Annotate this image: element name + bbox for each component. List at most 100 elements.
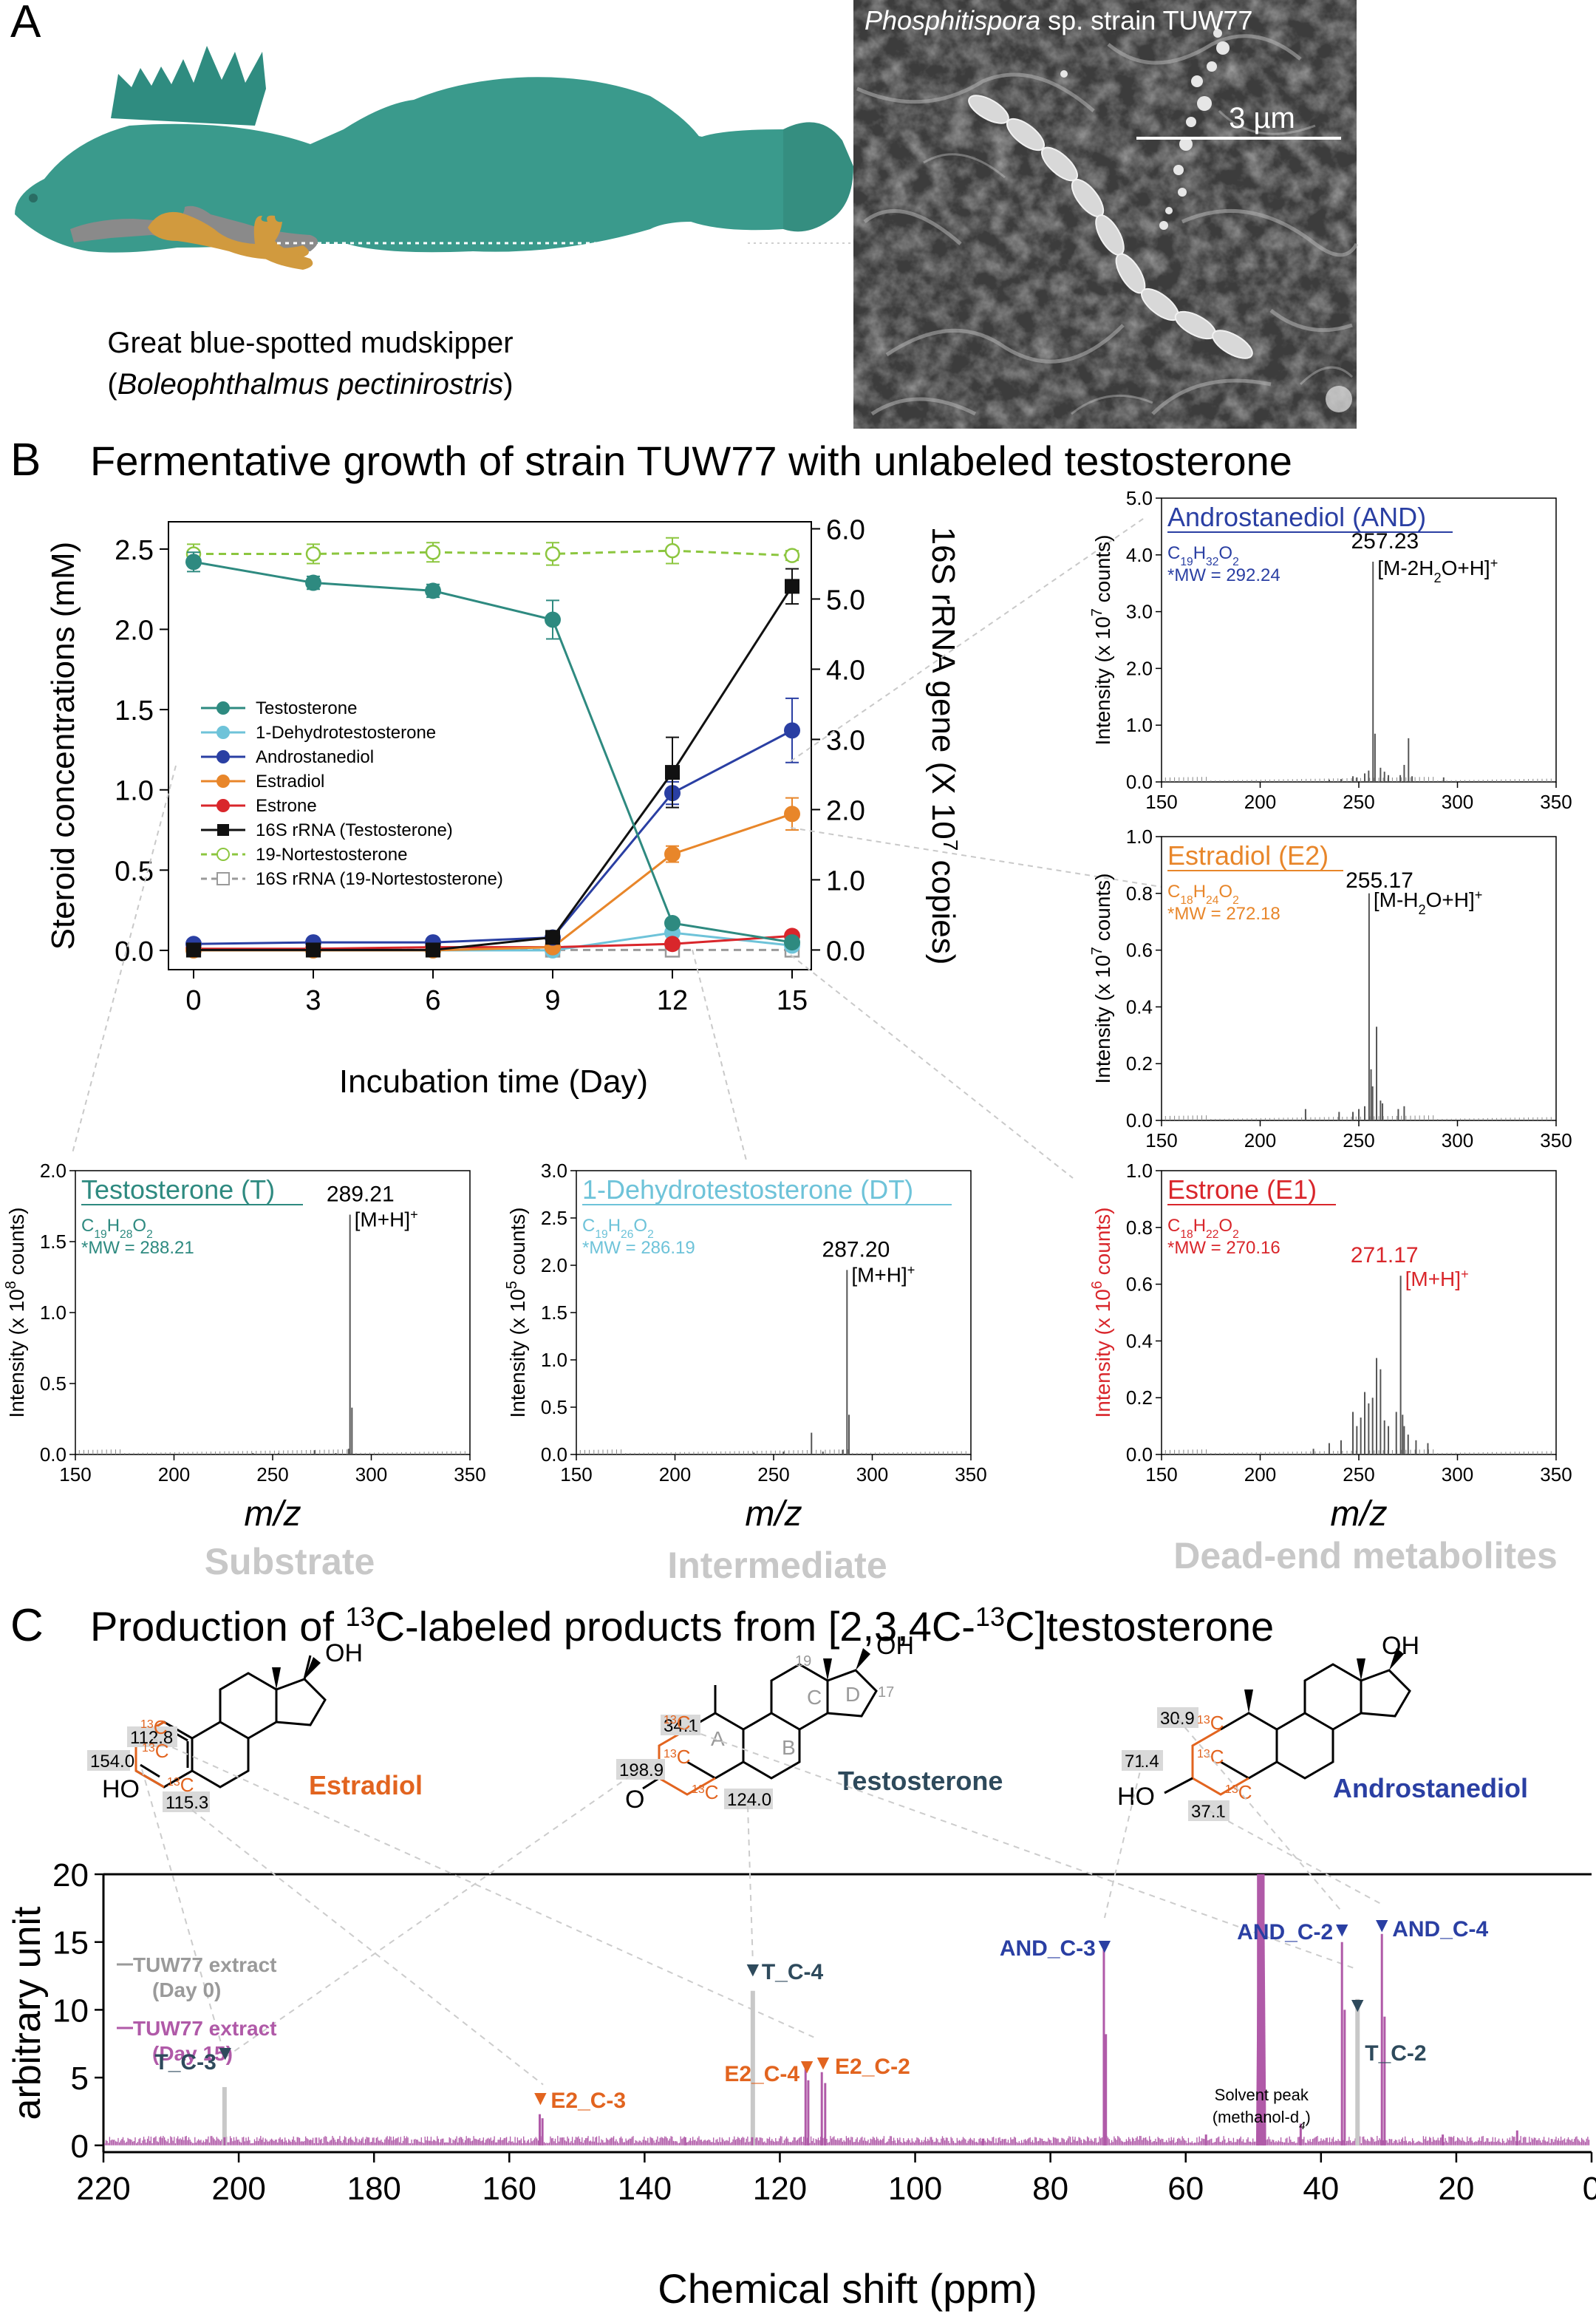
ms-x-tick-label: 350 <box>1540 1129 1572 1151</box>
nmr-peak-day0 <box>222 2086 227 2145</box>
e2-oh: OH <box>325 1639 363 1667</box>
e2-c4-shift: 115.3 <box>166 1793 208 1813</box>
t-ring-c: C <box>807 1686 822 1709</box>
data-point <box>425 545 441 560</box>
data-point <box>665 765 680 780</box>
panel-c-title: Production of 13C-labeled products from … <box>90 1602 1274 1650</box>
ms-ion-label: [M+H]+ <box>355 1208 418 1231</box>
legend-label: 19-Nortestosterone <box>256 845 407 865</box>
t-oh: OH <box>876 1632 914 1660</box>
ms-x-tick-label: 250 <box>1343 1463 1374 1486</box>
ms-noise <box>78 1449 466 1454</box>
ms-y-axis-label: Intensity (x 108 counts) <box>3 1207 28 1418</box>
connector-line <box>225 1769 641 2058</box>
legend-label: Androstanediol <box>256 747 374 767</box>
ms-y-tick-label: 0.2 <box>1126 1386 1153 1409</box>
ms-x-axis-label: m/z <box>1330 1494 1387 1534</box>
nmr-legend: TUW77 extract(Day 0)TUW77 extract(Day 15… <box>117 1953 277 2065</box>
t-c17: 17 <box>878 1684 894 1701</box>
growth-legend: Testosterone 1-Dehydrotestosterone Androst… <box>201 698 503 889</box>
nmr-x-tick-label: 40 <box>1303 2171 1339 2207</box>
ms-noise <box>1164 777 1552 782</box>
ms-title: 1-Dehydrotestosterone (DT) <box>582 1174 913 1205</box>
legend-sub-day15: (Day 15) <box>152 2042 233 2065</box>
ms-formula: C19H32O2 <box>1167 543 1239 568</box>
structure-androstanediol <box>1220 1663 1411 1780</box>
ms-x-tick-label: 200 <box>1244 1129 1276 1151</box>
c13-atom-label: 13C <box>1225 1781 1252 1803</box>
ms-y-tick-label: 1.5 <box>541 1301 567 1324</box>
y2-tick-label: 3.0 <box>826 725 865 756</box>
nmr-x-tick-label: 60 <box>1167 2171 1204 2207</box>
legend-sub-day0: (Day 0) <box>152 1978 221 2001</box>
ms-x-tick-label: 250 <box>1343 791 1374 813</box>
data-point <box>784 934 800 951</box>
e2-c4-box <box>163 1791 210 1812</box>
t-c19: 19 <box>795 1653 811 1670</box>
mudskipper-illustration <box>15 46 853 270</box>
solvent-label-2: (methanol-d4) <box>1213 2108 1311 2132</box>
ms-x-axis-label: m/z <box>244 1494 301 1534</box>
c13-atom-label: 13C <box>664 1746 691 1768</box>
t-name: Testosterone <box>838 1766 1003 1796</box>
ms-y-tick-label: 2.0 <box>40 1160 66 1182</box>
methyl-wedge-t <box>823 1658 832 1681</box>
annotation-marker: ▼ <box>797 2055 817 2078</box>
ms-y-tick-label: 0.0 <box>40 1443 66 1466</box>
nmr-annotations: ▼T_C-3▼T_C-4▼T_C-2▼ E2_C-3▼E2_C-4 ▼ E2_C-2▼… <box>154 1913 1488 2132</box>
connector-line <box>1103 1761 1143 1919</box>
fish-caption: Great blue-spotted mudskipper <box>107 327 513 359</box>
nmr-x-tick-label: 20 <box>1438 2171 1474 2207</box>
annotation-marker: ▼ <box>531 2086 551 2109</box>
data-point <box>545 546 561 562</box>
nmr-x-tick-label: 0 <box>1583 2171 1596 2207</box>
data-point <box>784 548 800 563</box>
ms-y-tick-label: 2.5 <box>541 1207 567 1229</box>
t-o: O <box>625 1786 644 1814</box>
e2-ho: HO <box>102 1775 140 1803</box>
ms-y-tick-label: 0.6 <box>1126 939 1153 962</box>
label-intermediate: Intermediate <box>667 1545 887 1586</box>
c13-atom-label: 13C <box>692 1781 719 1803</box>
nmr-x-tick-label: 80 <box>1032 2171 1068 2207</box>
panel-b: B Fermentative growth of strain TUW77 wi… <box>3 435 1572 1586</box>
ms-y-tick-label: 0.8 <box>1126 882 1153 905</box>
label-dead-end: Dead-end metabolites <box>1173 1535 1558 1576</box>
ms-x-tick-label: 300 <box>1442 1463 1473 1486</box>
annotation-marker: ▼ <box>743 1958 763 1981</box>
ms-x-tick-label: 200 <box>158 1463 190 1486</box>
and-c3-shift: 71.4 <box>1125 1752 1159 1772</box>
legend-label-day0: TUW77 extract <box>133 1953 277 1976</box>
c13-atom-label: 13C <box>142 1740 169 1762</box>
and-c4-shift: 37.1 <box>1191 1802 1226 1822</box>
connector-line <box>1177 1718 1343 1913</box>
ms-y-tick-label: 1.0 <box>1126 1160 1153 1182</box>
panel-c: C Production of 13C-labeled products fro… <box>6 1600 1596 2312</box>
y2-tick-label: 0.0 <box>826 936 865 967</box>
y2-tick-label: 5.0 <box>826 585 865 616</box>
c13-atom-label: 13C <box>664 1712 691 1734</box>
x-tick-label: 0 <box>185 985 201 1016</box>
data-point <box>185 554 202 571</box>
nmr-x-tick-label: 120 <box>753 2171 807 2207</box>
ms-y-tick-label: 0.0 <box>1126 1109 1153 1132</box>
nmr-baseline-day15 <box>104 2136 1590 2145</box>
x-tick-label: 3 <box>305 985 321 1016</box>
series-line-0 <box>193 560 793 944</box>
ms-y-axis-label: Intensity (x 107 counts) <box>1089 534 1114 745</box>
panel-a: A Great blue-spotted mudskipper (Boleoph… <box>10 0 1359 429</box>
ms-y-tick-label: 4.0 <box>1126 544 1153 566</box>
panel-a-letter: A <box>10 0 41 47</box>
and-name: Androstanediol <box>1333 1773 1528 1803</box>
nmr-y-tick-label: 0 <box>71 2128 89 2165</box>
ms-ion-label: [M-H2O+H]+ <box>1374 888 1483 917</box>
ms-x-tick-label: 250 <box>1343 1129 1374 1151</box>
growth-y2-axis-label: 16S rRNA gene (X 107 copies) <box>925 527 963 965</box>
ms-x-tick-label: 250 <box>256 1463 288 1486</box>
ms-x-tick-label: 150 <box>59 1463 91 1486</box>
x-tick-label: 12 <box>657 985 688 1016</box>
nmr-x-tick-label: 220 <box>76 2171 130 2207</box>
